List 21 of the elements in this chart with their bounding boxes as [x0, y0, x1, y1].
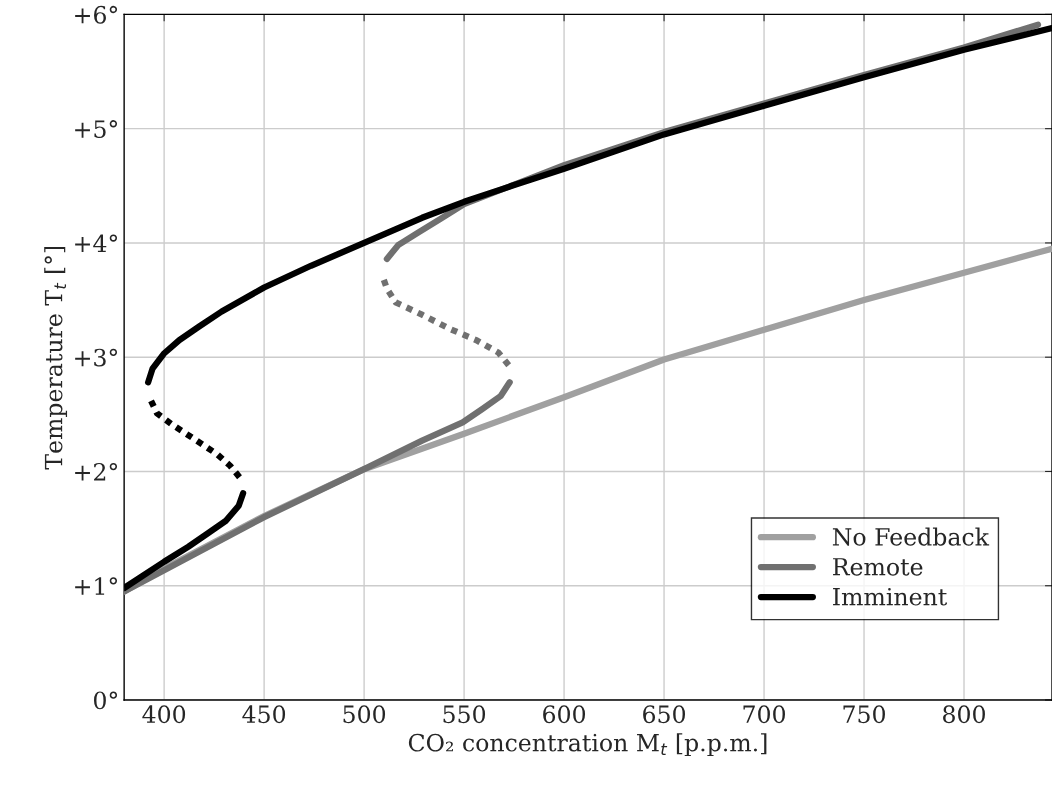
y-tick-label: +6° — [75, 5, 118, 24]
x-tick-label: 500 — [343, 705, 386, 724]
x-tick-label: 550 — [443, 705, 486, 724]
x-tick-label: 800 — [943, 705, 985, 724]
x-tick-label: 450 — [242, 705, 286, 724]
x-tick-label: 650 — [643, 705, 686, 724]
x-tick-label: 750 — [843, 705, 885, 724]
y-tick-label: +2° — [75, 462, 118, 481]
y-tick-label: +1° — [75, 577, 118, 595]
y-tick-label: +4° — [75, 234, 118, 252]
y-axis-title: Temperature T$_{t}$ [°] — [44, 246, 68, 470]
x-tick-label: 600 — [543, 705, 586, 724]
x-tick-label: 700 — [743, 705, 786, 724]
y-tick-label: 0° — [94, 691, 118, 710]
legend-label: Remote — [833, 558, 923, 576]
legend-label: No Feedback — [832, 527, 990, 546]
x-tick-label: 400 — [142, 705, 186, 724]
y-tick-label: +5° — [75, 120, 118, 138]
x-axis-title: CO₂ concentration M$_{t}$ [p.p.m.] — [408, 733, 767, 757]
legend-label: Imminent — [833, 587, 948, 606]
y-tick-label: +3° — [75, 348, 118, 367]
